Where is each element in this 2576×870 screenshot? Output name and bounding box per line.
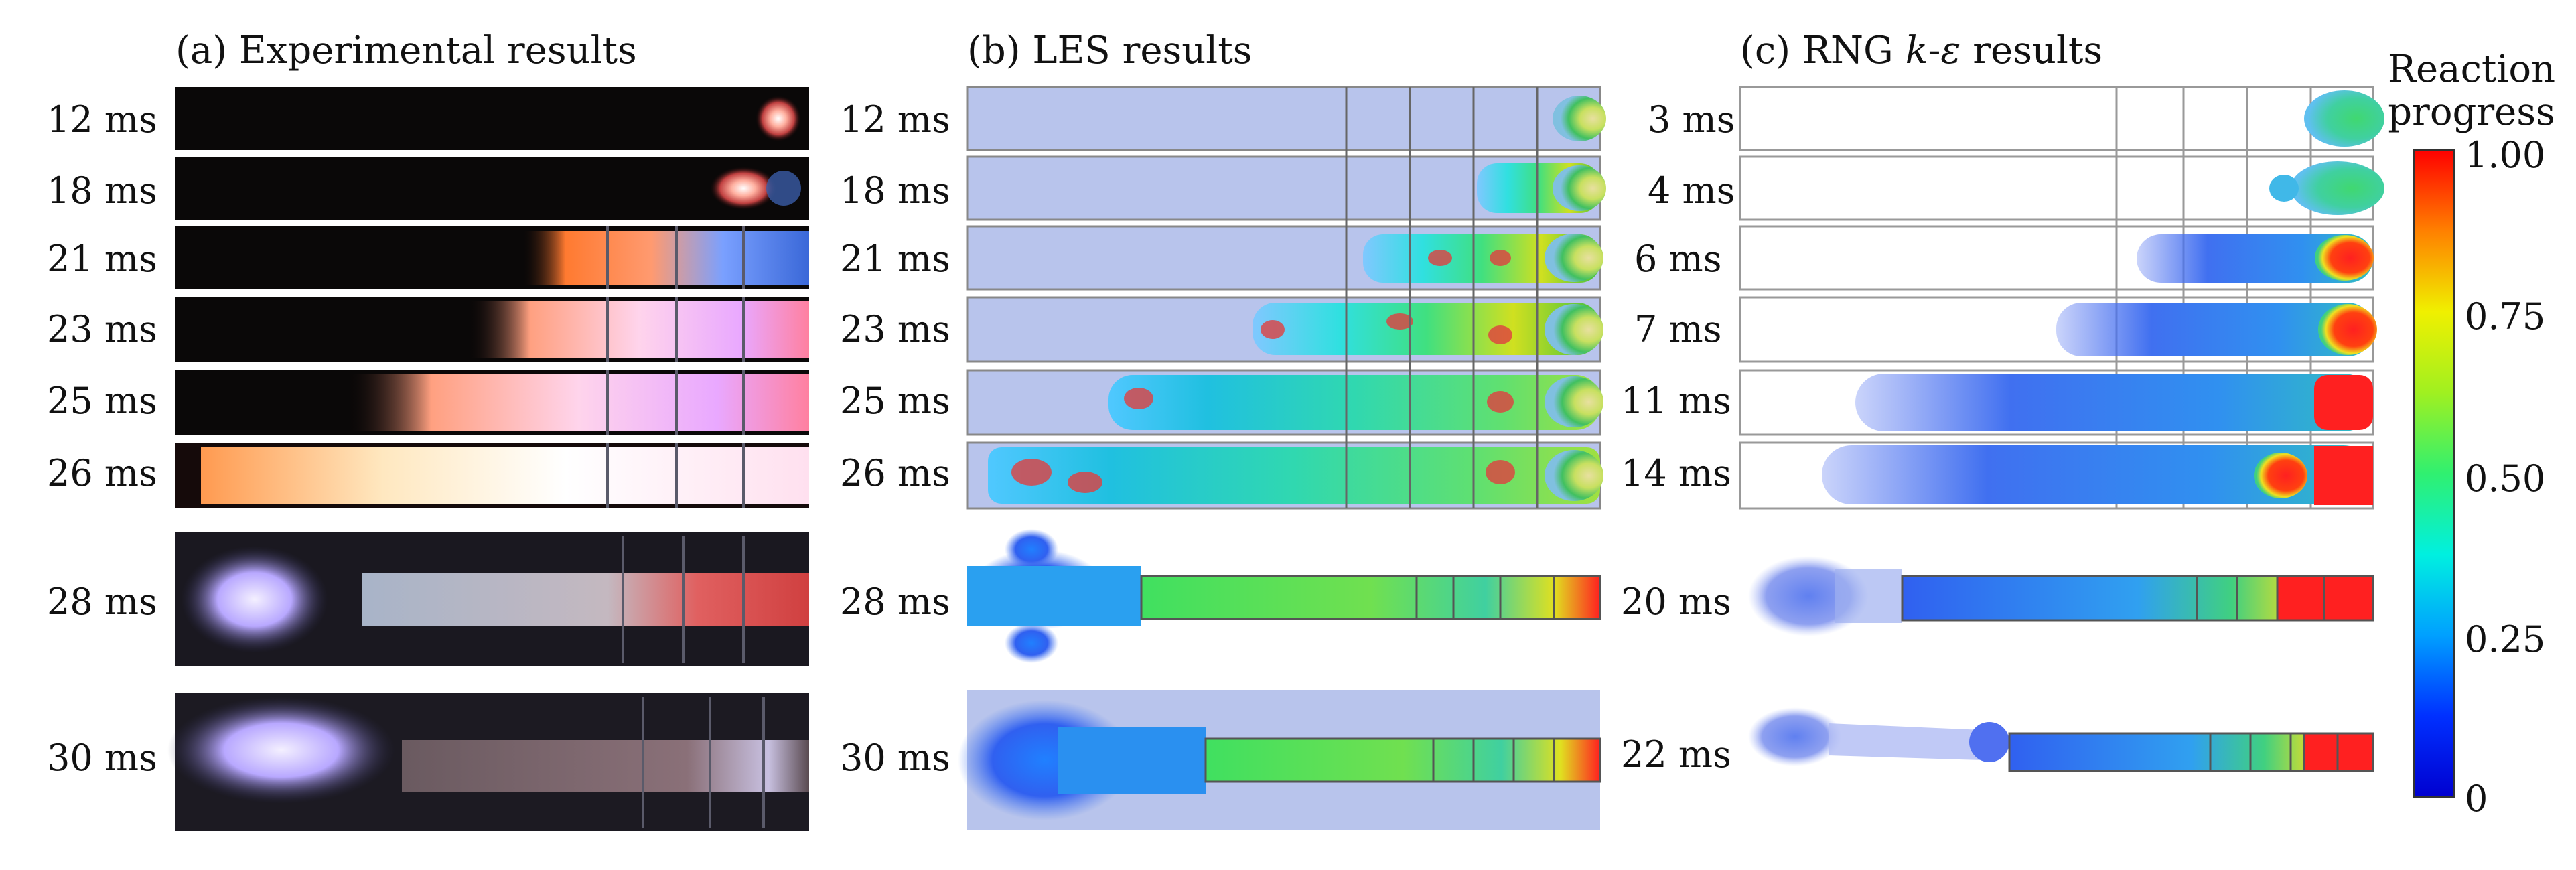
- colorbar-title: Reaction progress: [2387, 48, 2556, 135]
- colorbar-tick-1: 1.00: [2465, 134, 2546, 176]
- panel-c-time-6: 20 ms: [1621, 581, 1731, 623]
- colorbar: [2413, 149, 2455, 798]
- panel-c-time-2: 6 ms: [1634, 238, 1722, 280]
- panel-b-time-2: 21 ms: [840, 238, 950, 280]
- panel-c-time-3: 7 ms: [1634, 308, 1722, 350]
- panel-a-time-2: 21 ms: [47, 238, 157, 280]
- panel-a-title: (a) Experimental results: [175, 29, 637, 72]
- colorbar-tick-0: 0: [2465, 778, 2488, 820]
- panel-a-time-6: 28 ms: [47, 581, 157, 623]
- panel-c-time-1: 4 ms: [1648, 169, 1735, 212]
- panel-a-time-4: 25 ms: [47, 380, 157, 422]
- panel-a-time-1: 18 ms: [47, 169, 157, 212]
- panel-b-time-6: 28 ms: [840, 581, 950, 623]
- panel-c-time-0: 3 ms: [1648, 98, 1735, 141]
- panel-c-time-4: 11 ms: [1621, 380, 1731, 422]
- panel-b-time-4: 25 ms: [840, 380, 950, 422]
- panel-b-time-0: 12 ms: [840, 98, 950, 141]
- panel-b-time-5: 26 ms: [840, 452, 950, 494]
- panel-b-time-1: 18 ms: [840, 169, 950, 212]
- colorbar-tick-025: 0.25: [2465, 618, 2546, 660]
- panel-a-time-5: 26 ms: [47, 452, 157, 494]
- colorbar-tick-075: 0.75: [2465, 295, 2546, 338]
- panel-b-time-7: 30 ms: [840, 737, 950, 779]
- panel-b-time-3: 23 ms: [840, 308, 950, 350]
- panel-c-title: (c) RNG k-ε results: [1740, 29, 2103, 72]
- panel-a-time-0: 12 ms: [47, 98, 157, 141]
- panel-c-time-5: 14 ms: [1621, 452, 1731, 494]
- panel-b-title: (b) LES results: [967, 29, 1253, 72]
- colorbar-tick-050: 0.50: [2465, 457, 2546, 500]
- panel-c-time-7: 22 ms: [1621, 733, 1731, 776]
- panel-a-time-3: 23 ms: [47, 308, 157, 350]
- panel-a-time-7: 30 ms: [47, 737, 157, 779]
